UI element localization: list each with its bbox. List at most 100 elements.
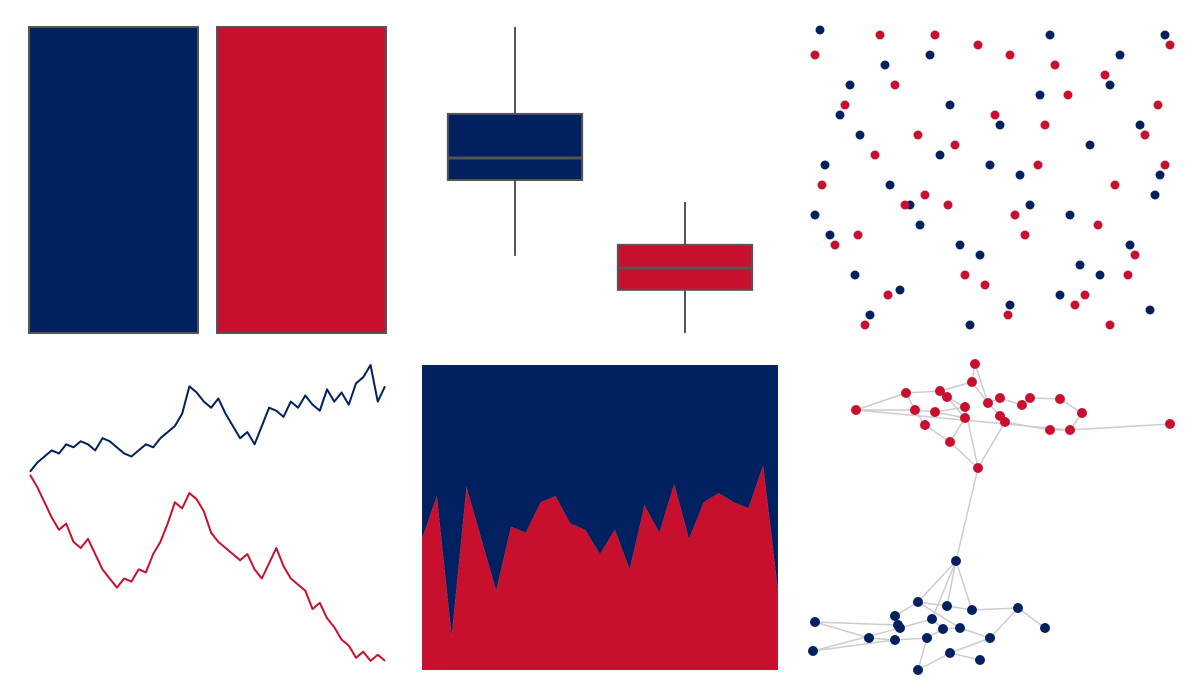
point: [825, 230, 835, 240]
point: [1020, 230, 1030, 240]
point: [1015, 170, 1025, 180]
point: [1160, 160, 1170, 170]
point: [945, 100, 955, 110]
node: [960, 413, 970, 423]
point: [1123, 270, 1133, 280]
point: [1033, 160, 1043, 170]
point: [1105, 80, 1115, 90]
edge: [977, 421, 1006, 469]
point: [835, 110, 845, 120]
edge: [949, 441, 979, 469]
node: [935, 386, 945, 396]
node: [942, 601, 952, 611]
point: [1140, 130, 1150, 140]
point: [1100, 70, 1110, 80]
point: [853, 230, 863, 240]
node: [975, 655, 985, 665]
point: [830, 240, 840, 250]
point: [900, 200, 910, 210]
node: [1013, 603, 1023, 613]
node: [945, 648, 955, 658]
point: [1005, 50, 1015, 60]
point: [960, 270, 970, 280]
point: [1075, 260, 1085, 270]
point: [870, 150, 880, 160]
node: [967, 605, 977, 615]
node: [910, 405, 920, 415]
point: [890, 80, 900, 90]
point: [820, 160, 830, 170]
edge: [905, 390, 941, 394]
point: [973, 40, 983, 50]
point: [913, 130, 923, 140]
node: [890, 611, 900, 621]
line: [29, 474, 386, 662]
point: [1093, 220, 1103, 230]
point: [1003, 310, 1013, 320]
node: [930, 407, 940, 417]
edge: [924, 424, 951, 443]
point: [883, 290, 893, 300]
point: [895, 285, 905, 295]
edge: [939, 381, 973, 392]
point: [810, 210, 820, 220]
point: [995, 120, 1005, 130]
node: [955, 623, 965, 633]
node: [922, 633, 932, 643]
point: [1160, 30, 1170, 40]
point: [1045, 30, 1055, 40]
edge: [934, 406, 966, 413]
point: [1055, 290, 1065, 300]
node: [938, 624, 948, 634]
point: [920, 190, 930, 200]
point: [840, 100, 850, 110]
point: [1010, 210, 1020, 220]
point: [1080, 290, 1090, 300]
node: [1040, 623, 1050, 633]
edge: [959, 627, 991, 639]
edge: [971, 607, 1019, 611]
point: [915, 220, 925, 230]
point: [865, 310, 875, 320]
node: [1017, 400, 1027, 410]
point: [1115, 50, 1125, 60]
area: [422, 465, 778, 670]
edge: [1017, 607, 1046, 629]
edge: [894, 637, 928, 641]
edge: [917, 560, 957, 603]
point: [1125, 240, 1135, 250]
edge: [949, 637, 991, 654]
point: [1063, 90, 1073, 100]
bar: [216, 26, 387, 334]
point: [1070, 300, 1080, 310]
node: [913, 597, 923, 607]
point: [955, 240, 965, 250]
point: [1040, 120, 1050, 130]
point: [1110, 180, 1120, 190]
edge: [899, 618, 933, 629]
edge: [946, 560, 957, 607]
edge: [931, 560, 957, 620]
point: [1150, 190, 1160, 200]
point: [1065, 210, 1075, 220]
edge: [974, 363, 989, 404]
edge: [949, 652, 981, 661]
edge: [934, 411, 966, 419]
point: [975, 250, 985, 260]
edge: [917, 637, 928, 671]
node: [895, 623, 905, 633]
point: [880, 60, 890, 70]
point: [817, 180, 827, 190]
node: [1165, 419, 1175, 429]
point: [850, 270, 860, 280]
node: [970, 359, 980, 369]
node: [951, 556, 961, 566]
node: [927, 614, 937, 624]
point: [930, 30, 940, 40]
node: [913, 665, 923, 675]
bar: [28, 26, 199, 334]
point: [875, 30, 885, 40]
point: [815, 25, 825, 35]
node: [945, 437, 955, 447]
